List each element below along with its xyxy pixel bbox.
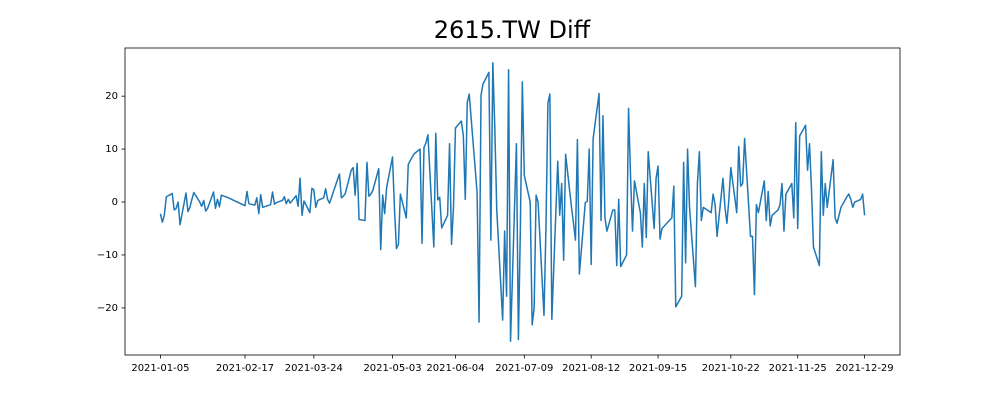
- x-tick-label: 2021-01-05: [131, 363, 189, 374]
- data-line: [159, 62, 866, 342]
- y-tick-label: 20: [105, 91, 118, 102]
- x-tick-label: 2021-03-24: [285, 363, 343, 374]
- x-tick-label: 2021-07-09: [495, 363, 553, 374]
- y-tick-label: 10: [105, 144, 118, 155]
- x-tick-label: 2021-08-12: [562, 363, 620, 374]
- y-tick-label: 0: [112, 197, 118, 208]
- x-tick-label: 2021-05-03: [363, 363, 421, 374]
- y-tick-label: −20: [97, 303, 118, 314]
- x-tick-label: 2021-06-04: [426, 363, 484, 374]
- chart-title: 2615.TW Diff: [434, 16, 591, 44]
- x-tick-label: 2021-09-15: [629, 363, 687, 374]
- x-tick-label: 2021-12-29: [836, 363, 894, 374]
- plot-frame: [124, 47, 901, 356]
- x-tick-label: 2021-10-22: [702, 363, 760, 374]
- x-tick-label: 2021-11-25: [769, 363, 827, 374]
- x-tick-label: 2021-02-17: [216, 363, 274, 374]
- y-tick-label: −10: [97, 250, 118, 261]
